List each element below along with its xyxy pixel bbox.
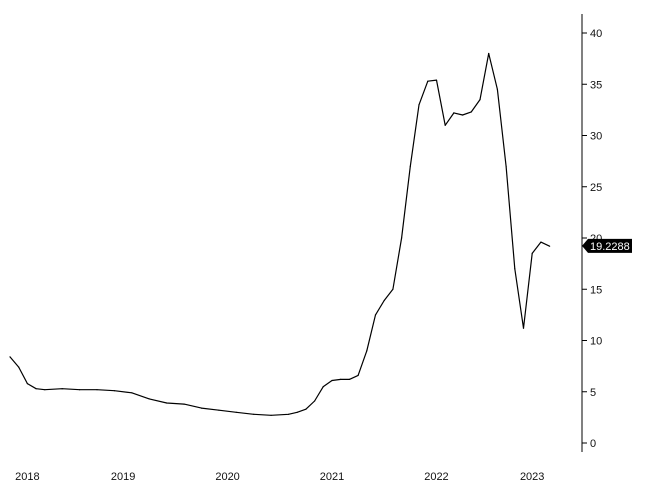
data-point xyxy=(79,389,81,391)
data-point xyxy=(444,124,446,126)
data-point xyxy=(314,400,316,402)
y-tick-label: 25 xyxy=(590,182,602,194)
data-point xyxy=(462,114,464,116)
y-tick-label: 30 xyxy=(590,131,602,143)
y-tick-label: 40 xyxy=(590,28,602,40)
data-point xyxy=(401,237,403,239)
last-value-box xyxy=(582,238,632,253)
x-tick-label: 2019 xyxy=(111,471,135,483)
data-point xyxy=(200,407,203,409)
data-point xyxy=(183,403,185,405)
data-point xyxy=(357,374,359,376)
data-point xyxy=(113,390,115,392)
x-tick-label: 2022 xyxy=(424,471,448,483)
data-point xyxy=(148,398,150,400)
data-point xyxy=(96,389,98,391)
data-point xyxy=(331,379,333,382)
data-point xyxy=(340,378,342,380)
x-axis: 2018 2019 2020 2021 2022 2023 xyxy=(15,471,544,483)
data-point xyxy=(348,378,350,380)
data-point xyxy=(322,386,324,388)
y-tick-label: 10 xyxy=(590,336,602,348)
data-point xyxy=(287,413,290,415)
y-axis: 0510152025303540 xyxy=(581,14,602,452)
data-point xyxy=(540,241,542,243)
data-point xyxy=(488,52,490,55)
data-point xyxy=(131,392,133,394)
data-point xyxy=(418,104,420,106)
data-point xyxy=(427,80,429,82)
data-point xyxy=(470,111,472,113)
y-tick-label: 0 xyxy=(590,438,596,450)
data-point xyxy=(366,350,368,352)
x-tick-label: 2018 xyxy=(15,471,39,483)
y-tick-label: 35 xyxy=(590,79,602,91)
data-point xyxy=(383,299,385,302)
last-value-label: 19.2288 xyxy=(590,241,630,253)
last-value-marker: 19.2288 xyxy=(582,238,632,253)
data-point xyxy=(296,411,298,413)
data-point xyxy=(253,413,255,415)
data-point xyxy=(26,383,28,385)
data-point xyxy=(409,165,411,167)
data-point xyxy=(166,402,168,404)
series-group xyxy=(9,52,551,416)
data-point xyxy=(392,288,394,290)
data-point xyxy=(531,252,533,254)
series-line xyxy=(9,52,550,416)
y-tick-label: 15 xyxy=(590,284,602,296)
data-point xyxy=(496,88,498,90)
x-tick-label: 2020 xyxy=(215,471,239,483)
data-point xyxy=(514,268,516,270)
data-point xyxy=(305,408,307,410)
y-tick-label: 5 xyxy=(590,387,596,399)
data-point xyxy=(453,112,455,114)
data-point xyxy=(35,388,37,390)
x-tick-label: 2021 xyxy=(320,471,344,483)
data-point xyxy=(435,79,438,81)
data-point xyxy=(374,314,377,316)
x-tick-label: 2023 xyxy=(520,471,544,483)
data-point xyxy=(61,388,63,390)
data-point xyxy=(505,165,507,167)
data-point xyxy=(479,99,481,101)
data-point xyxy=(549,245,551,247)
data-point xyxy=(44,389,46,391)
data-point xyxy=(522,327,525,329)
data-point xyxy=(218,409,220,411)
data-point xyxy=(270,414,272,416)
data-point xyxy=(9,356,11,358)
data-point xyxy=(18,366,20,368)
data-point xyxy=(235,411,237,413)
